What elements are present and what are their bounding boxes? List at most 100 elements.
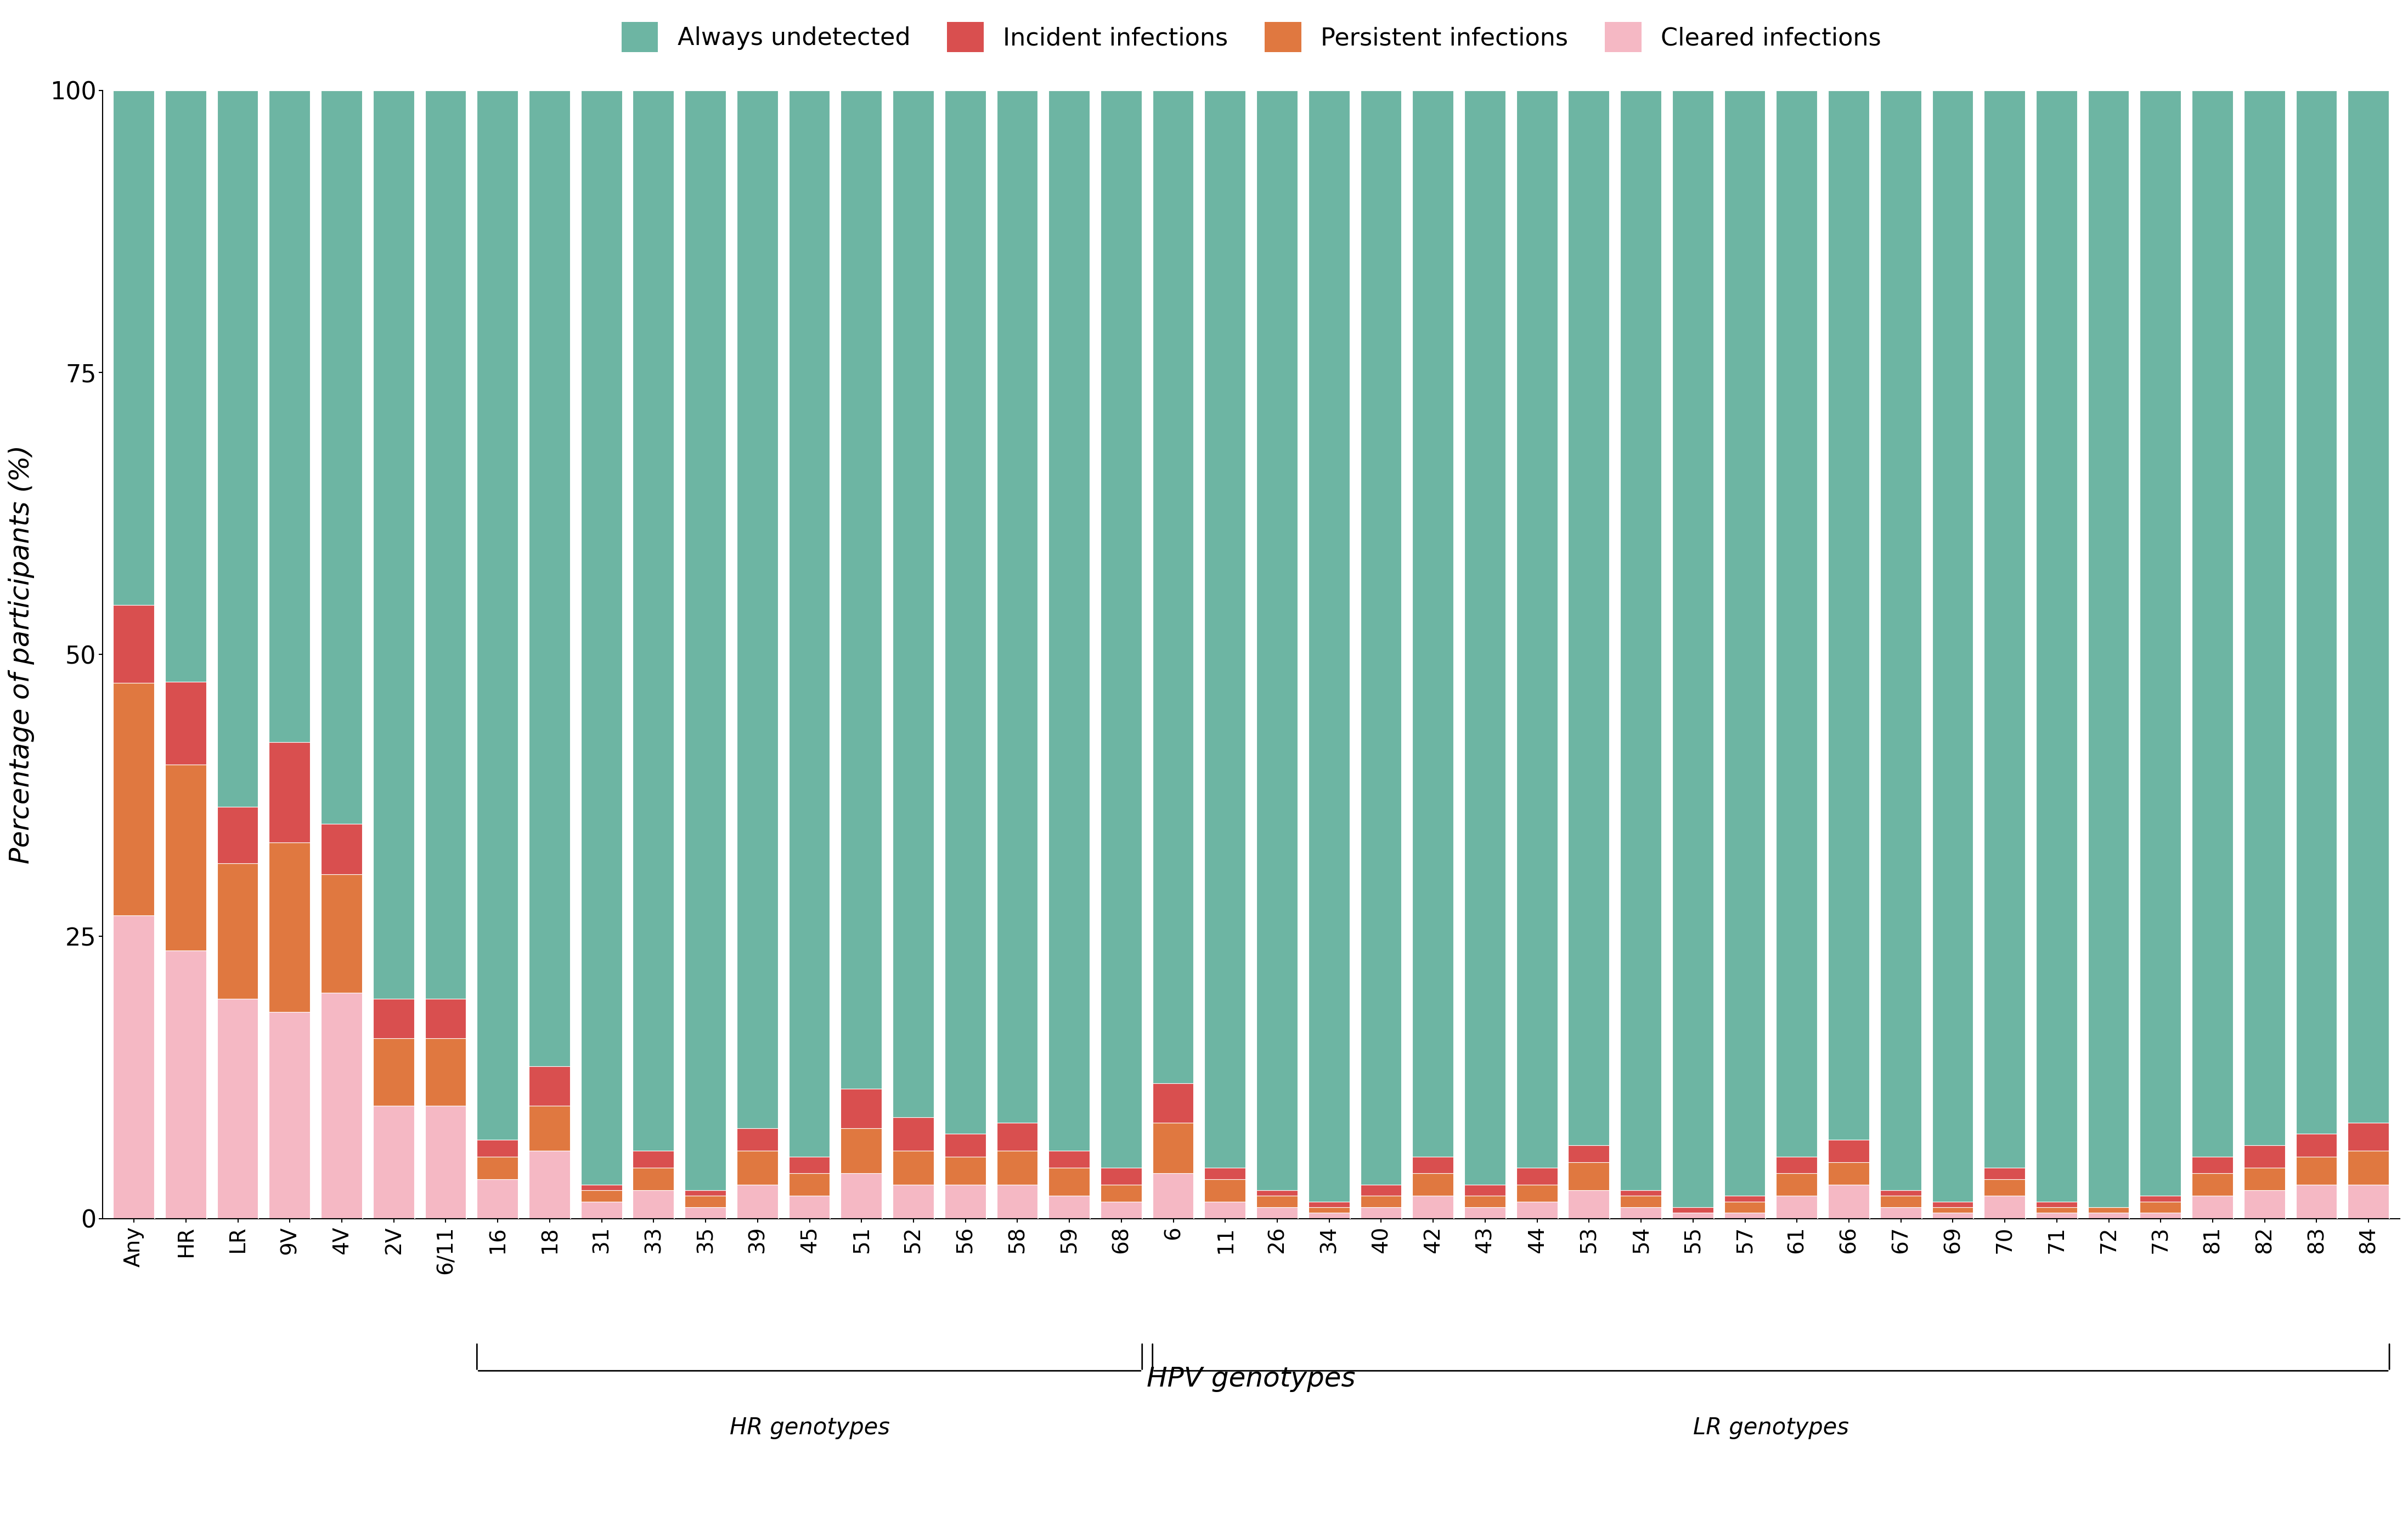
Bar (1257, 1190, 1298, 1196)
Bar (2295, 1156, 2338, 1185)
Bar (477, 1156, 518, 1179)
Bar (944, 1134, 987, 1156)
Bar (2244, 1168, 2285, 1190)
Bar (2348, 1122, 2389, 1151)
Bar (1204, 1179, 1245, 1202)
Bar (1464, 1206, 1505, 1219)
Bar (2348, 1185, 2389, 1219)
Bar (217, 863, 258, 998)
Bar (1828, 1162, 1869, 1185)
Bar (2348, 90, 2389, 1122)
Bar (217, 998, 258, 1219)
Bar (1204, 1202, 1245, 1219)
Bar (373, 1038, 414, 1105)
Bar (1568, 1145, 1611, 1162)
Bar (530, 1067, 571, 1105)
Bar (2244, 1145, 2285, 1168)
Bar (997, 1185, 1038, 1219)
Bar (1153, 1084, 1194, 1122)
Bar (790, 1196, 831, 1219)
Bar (1984, 1168, 2025, 1179)
Bar (2037, 1202, 2078, 1206)
Bar (1724, 1213, 1765, 1219)
Bar (1568, 1162, 1611, 1190)
Bar (1517, 90, 1558, 1168)
Bar (1361, 90, 1401, 1185)
Bar (1361, 1185, 1401, 1196)
Bar (997, 1151, 1038, 1185)
Bar (893, 90, 934, 1118)
Bar (373, 90, 414, 998)
Bar (893, 1151, 934, 1185)
Bar (166, 90, 207, 682)
Bar (1984, 1196, 2025, 1219)
Bar (684, 90, 727, 1190)
Bar (1671, 90, 1714, 1206)
Bar (1984, 90, 2025, 1168)
Bar (424, 90, 467, 998)
Bar (1413, 1156, 1454, 1173)
Bar (580, 1202, 621, 1219)
Bar (424, 998, 467, 1038)
Bar (633, 1190, 674, 1219)
Bar (2348, 1151, 2389, 1185)
Bar (217, 90, 258, 806)
Bar (2141, 1213, 2182, 1219)
Bar (997, 90, 1038, 1122)
Bar (944, 1185, 987, 1219)
Bar (2088, 1213, 2129, 1219)
Bar (1257, 1196, 1298, 1206)
Bar (113, 915, 154, 1219)
Bar (320, 823, 364, 874)
Bar (1828, 90, 1869, 1139)
Bar (270, 742, 311, 843)
Bar (840, 1128, 881, 1173)
Bar (1621, 1190, 1662, 1196)
Bar (477, 1139, 518, 1156)
Bar (1931, 1202, 1975, 1208)
Bar (113, 90, 154, 606)
Bar (1517, 1185, 1558, 1202)
Bar (1931, 90, 1975, 1202)
Bar (1100, 90, 1141, 1168)
Bar (1568, 90, 1611, 1145)
Bar (1047, 1168, 1091, 1196)
Bar (1517, 1202, 1558, 1219)
Bar (373, 998, 414, 1038)
Bar (1361, 1196, 1401, 1206)
Bar (1308, 1206, 1351, 1213)
Bar (1204, 90, 1245, 1168)
Bar (166, 950, 207, 1219)
Bar (944, 1156, 987, 1185)
Bar (1724, 1196, 1765, 1202)
Bar (320, 90, 364, 823)
Bar (580, 1185, 621, 1190)
Bar (737, 90, 778, 1128)
Bar (424, 1105, 467, 1219)
Bar (1204, 1168, 1245, 1179)
Bar (530, 1105, 571, 1151)
Bar (1881, 90, 1922, 1190)
Bar (1984, 1179, 2025, 1196)
Bar (2244, 1190, 2285, 1219)
Y-axis label: Percentage of participants (%): Percentage of participants (%) (7, 445, 34, 865)
Legend: Always undetected, Incident infections, Persistent infections, Cleared infection: Always undetected, Incident infections, … (612, 12, 1890, 61)
Bar (1413, 90, 1454, 1156)
Bar (217, 806, 258, 863)
Bar (737, 1185, 778, 1219)
Bar (270, 843, 311, 1012)
Bar (477, 1179, 518, 1219)
Bar (1047, 1151, 1091, 1168)
Bar (1464, 1185, 1505, 1196)
Bar (270, 1012, 311, 1219)
Bar (1153, 1122, 1194, 1173)
Bar (2037, 1213, 2078, 1219)
Bar (2191, 1196, 2235, 1219)
Bar (1464, 1196, 1505, 1206)
Bar (997, 1122, 1038, 1151)
Bar (1724, 90, 1765, 1196)
Bar (790, 1156, 831, 1173)
Bar (633, 1151, 674, 1168)
Bar (1517, 1168, 1558, 1185)
Bar (1881, 1196, 1922, 1206)
